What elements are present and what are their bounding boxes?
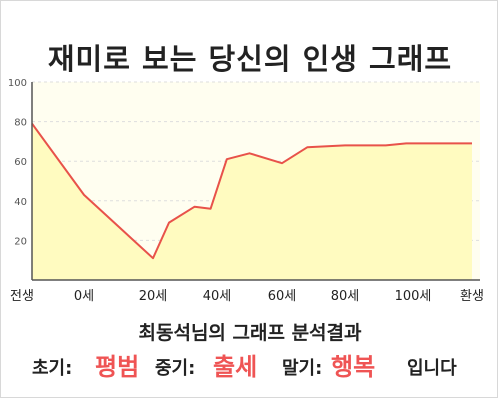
result-summary: 초기: 평범 중기: 출세 말기: 행복 입니다 (0, 345, 500, 381)
result-suffix: 입니다 (407, 358, 457, 379)
x-tick-label: 전생 (10, 289, 34, 304)
early-value: 평범 (95, 353, 140, 381)
y-tick-label: 80 (14, 118, 27, 129)
y-tick-label: 100 (8, 78, 27, 89)
y-tick-label: 40 (14, 197, 27, 208)
y-tick-label: 20 (14, 236, 27, 247)
x-tick-label: 환생 (460, 289, 484, 304)
x-tick-label: 40세 (203, 289, 232, 304)
late-label: 말기: (282, 358, 323, 379)
early-label: 초기: (32, 358, 73, 379)
x-tick-label: 100세 (395, 289, 432, 304)
x-tick-label: 20세 (139, 289, 168, 304)
x-tick-label: 80세 (331, 289, 360, 304)
late-value: 행복 (331, 353, 376, 381)
y-tick-label: 60 (14, 157, 27, 168)
series-line (31, 123, 472, 260)
x-tick-labels: 전생 0세 20세 40세 60세 80세 100세 환생 (10, 289, 484, 304)
area-fill (32, 123, 472, 280)
page-title: 재미로 보는 당신의 인생 그래프 (47, 42, 453, 76)
mid-value: 출세 (213, 353, 258, 381)
result-title: 최동석님의 그래프 분석결과 (138, 322, 362, 344)
y-tick-labels: 20 40 60 80 100 (8, 78, 27, 247)
mid-label: 중기: (155, 358, 196, 379)
x-tick-label: 0세 (74, 289, 94, 304)
x-tick-label: 60세 (268, 289, 297, 304)
